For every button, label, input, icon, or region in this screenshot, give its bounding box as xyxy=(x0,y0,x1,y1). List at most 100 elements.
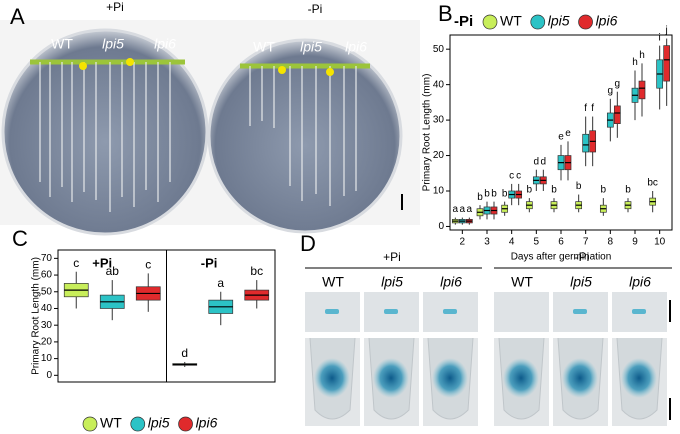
significance-letter: a xyxy=(453,204,459,215)
panel-label: D xyxy=(300,231,316,256)
photo-a xyxy=(0,20,420,236)
legend-label: lpi5 xyxy=(148,415,170,431)
y-tick-label: 30 xyxy=(433,115,445,126)
photo-d xyxy=(305,267,672,426)
significance-letter: b xyxy=(625,185,631,196)
plate-label: -Pi xyxy=(308,2,323,16)
x-tick-label: 9 xyxy=(632,237,638,248)
y-tick-label: 70 xyxy=(41,253,53,264)
significance-letter: f xyxy=(591,103,594,114)
significance-letter: h xyxy=(632,57,638,68)
y-tick-label: 20 xyxy=(433,150,445,161)
significance-letter: d xyxy=(534,156,540,167)
box xyxy=(582,133,590,153)
box xyxy=(613,105,621,124)
significance-letter: b xyxy=(477,192,483,203)
x-tick-label: 6 xyxy=(558,237,564,248)
legend-swatch xyxy=(82,416,98,432)
genotype-label: WT xyxy=(511,274,533,290)
significance-letter: j xyxy=(665,25,668,36)
significance-letter: d xyxy=(541,156,547,167)
y-tick-label: 0 xyxy=(438,221,444,232)
significance-letter: f xyxy=(584,103,587,114)
x-tick-label: 8 xyxy=(608,237,614,248)
significance-letter: b xyxy=(527,185,533,196)
x-tick-label: 7 xyxy=(583,237,589,248)
significance-letter: c xyxy=(516,171,521,182)
y-tick-label: 10 xyxy=(41,353,53,364)
group-label: -Pi xyxy=(201,255,218,270)
stain xyxy=(325,309,339,314)
significance-letter: b xyxy=(484,188,490,199)
x-tick-label: 10 xyxy=(654,237,666,248)
y-tick-label: 30 xyxy=(41,320,53,331)
stain xyxy=(384,309,398,314)
legend-label: WT xyxy=(100,415,122,431)
panel-label: B xyxy=(438,1,453,26)
stain xyxy=(621,358,657,398)
significance-letter: g xyxy=(608,85,614,96)
group-label: +Pi xyxy=(383,250,401,264)
significance-letter: e xyxy=(565,128,571,139)
y-tick-label: 50 xyxy=(433,44,445,55)
significance-letter: b xyxy=(502,188,508,199)
legend-swatch xyxy=(578,14,593,30)
significance-letter: bc xyxy=(647,178,658,189)
significance-letter: h xyxy=(639,50,645,61)
significance-letter: b xyxy=(491,188,497,199)
panel-label: A xyxy=(10,4,25,29)
plate-label: +Pi xyxy=(106,0,124,14)
y-axis-label: Primary Root Length (mm) xyxy=(31,257,42,375)
stain xyxy=(632,309,646,314)
genotype-label: lpi5 xyxy=(102,36,124,52)
significance-letter: a xyxy=(217,276,224,290)
y-tick-label: 60 xyxy=(41,270,53,281)
genotype-label: WT xyxy=(322,274,344,290)
stain xyxy=(573,309,587,314)
genotype-label: lpi6 xyxy=(629,274,651,290)
significance-letter: b xyxy=(601,185,607,196)
chart-title: -Pi xyxy=(454,13,473,30)
significance-letter: ab xyxy=(106,264,120,278)
y-tick-label: 20 xyxy=(41,337,53,348)
stain xyxy=(562,358,598,398)
stain xyxy=(443,309,457,314)
legend-swatch xyxy=(130,416,146,432)
y-tick-label: 50 xyxy=(41,286,53,297)
significance-letter: a xyxy=(467,204,473,215)
significance-letter: b xyxy=(576,181,582,192)
significance-letter: d xyxy=(181,346,188,360)
legend-label: lpi6 xyxy=(596,13,618,29)
genotype-label: lpi6 xyxy=(345,39,367,55)
genotype-label: WT xyxy=(51,36,73,52)
group-label: +Pi xyxy=(92,255,112,270)
y-tick-label: 40 xyxy=(433,79,445,90)
stain xyxy=(432,358,468,398)
stain xyxy=(314,358,350,398)
x-tick-label: 2 xyxy=(460,237,466,248)
genotype-label: lpi5 xyxy=(381,274,403,290)
x-tick-label: 4 xyxy=(509,237,515,248)
legend-label: WT xyxy=(500,13,522,29)
legend-label: lpi6 xyxy=(196,415,218,431)
y-tick-label: 0 xyxy=(46,370,52,381)
x-axis-label: Days after germination xyxy=(511,252,612,263)
box xyxy=(638,80,646,100)
legend-swatch xyxy=(178,416,193,432)
stain xyxy=(514,309,528,314)
significance-letter: c xyxy=(509,171,514,182)
significance-letter: c xyxy=(145,258,151,272)
y-tick-label: 10 xyxy=(433,186,445,197)
significance-letter: bc xyxy=(250,264,263,278)
stain xyxy=(503,358,539,398)
significance-letter: e xyxy=(558,132,564,143)
significance-letter: a xyxy=(460,204,466,215)
genotype-label: WT xyxy=(253,39,275,55)
legend-swatch xyxy=(482,14,498,30)
legend-label: lpi5 xyxy=(548,13,570,29)
x-tick-label: 5 xyxy=(534,237,540,248)
y-axis-label: Primary Root Length (mm) xyxy=(422,74,433,192)
legend-swatch xyxy=(530,14,546,30)
x-tick-label: 3 xyxy=(484,237,490,248)
